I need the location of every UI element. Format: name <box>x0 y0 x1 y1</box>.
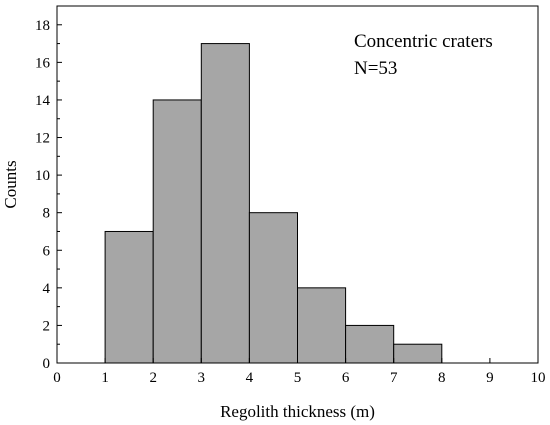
y-tick-label: 10 <box>35 168 50 184</box>
x-tick-label: 4 <box>246 370 254 386</box>
y-tick-label: 14 <box>35 93 51 109</box>
x-axis-title: Regolith thickness (m) <box>220 402 375 421</box>
y-tick-label: 4 <box>43 281 51 297</box>
y-axis-title: Counts <box>1 160 20 208</box>
annotation-line-2: N=53 <box>354 58 397 79</box>
x-tick-label: 5 <box>294 370 302 386</box>
histogram-bar-4 <box>248 212 298 364</box>
histogram-bar-6 <box>345 324 395 364</box>
x-tick-label: 0 <box>53 370 61 386</box>
x-tick-label: 7 <box>390 370 398 386</box>
x-tick-label: 8 <box>438 370 446 386</box>
annotation-group: Concentric craters N=53 <box>354 31 493 79</box>
y-tick-label: 6 <box>43 243 51 259</box>
y-tick-label: 0 <box>43 356 51 372</box>
y-tick-label: 8 <box>43 206 51 222</box>
x-tick-label: 9 <box>486 370 494 386</box>
histogram-bar-2 <box>152 99 202 364</box>
y-tick-label: 12 <box>35 131 50 147</box>
y-tick-label: 18 <box>35 18 50 34</box>
histogram-bar-7 <box>393 343 443 364</box>
y-tick-label: 16 <box>35 55 51 71</box>
x-tick-label: 6 <box>342 370 350 386</box>
x-tick-label: 2 <box>149 370 157 386</box>
x-tick-label: 1 <box>101 370 109 386</box>
annotation-line-1: Concentric craters <box>354 31 493 52</box>
histogram-bar-3 <box>200 43 250 364</box>
y-tick-label: 2 <box>43 318 51 334</box>
histogram-bar-5 <box>297 287 347 364</box>
x-tick-label: 3 <box>198 370 206 386</box>
histogram-bar-1 <box>104 230 154 364</box>
x-tick-label: 10 <box>531 370 546 386</box>
bars-group <box>104 43 443 364</box>
